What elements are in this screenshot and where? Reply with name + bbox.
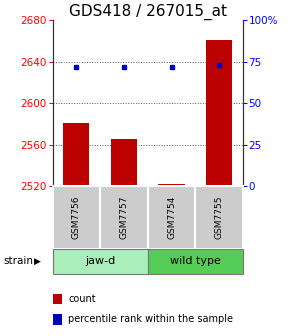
Text: GSM7755: GSM7755 bbox=[215, 196, 224, 239]
Bar bbox=[111, 139, 137, 186]
Text: GSM7754: GSM7754 bbox=[167, 196, 176, 239]
Text: percentile rank within the sample: percentile rank within the sample bbox=[68, 314, 233, 324]
Bar bbox=[158, 184, 185, 186]
Bar bbox=[195, 186, 243, 249]
Text: ▶: ▶ bbox=[34, 257, 41, 266]
Bar bbox=[148, 249, 243, 274]
Bar bbox=[206, 40, 232, 186]
Text: wild type: wild type bbox=[170, 256, 221, 266]
Bar bbox=[100, 186, 148, 249]
Text: jaw-d: jaw-d bbox=[85, 256, 115, 266]
Bar bbox=[63, 123, 89, 186]
Text: GSM7756: GSM7756 bbox=[72, 196, 81, 239]
Bar bbox=[148, 186, 195, 249]
Text: GSM7757: GSM7757 bbox=[119, 196, 128, 239]
Text: strain: strain bbox=[3, 256, 33, 266]
Title: GDS418 / 267015_at: GDS418 / 267015_at bbox=[69, 4, 227, 20]
Bar bbox=[52, 186, 100, 249]
Bar bbox=[52, 249, 148, 274]
Text: count: count bbox=[68, 294, 96, 304]
